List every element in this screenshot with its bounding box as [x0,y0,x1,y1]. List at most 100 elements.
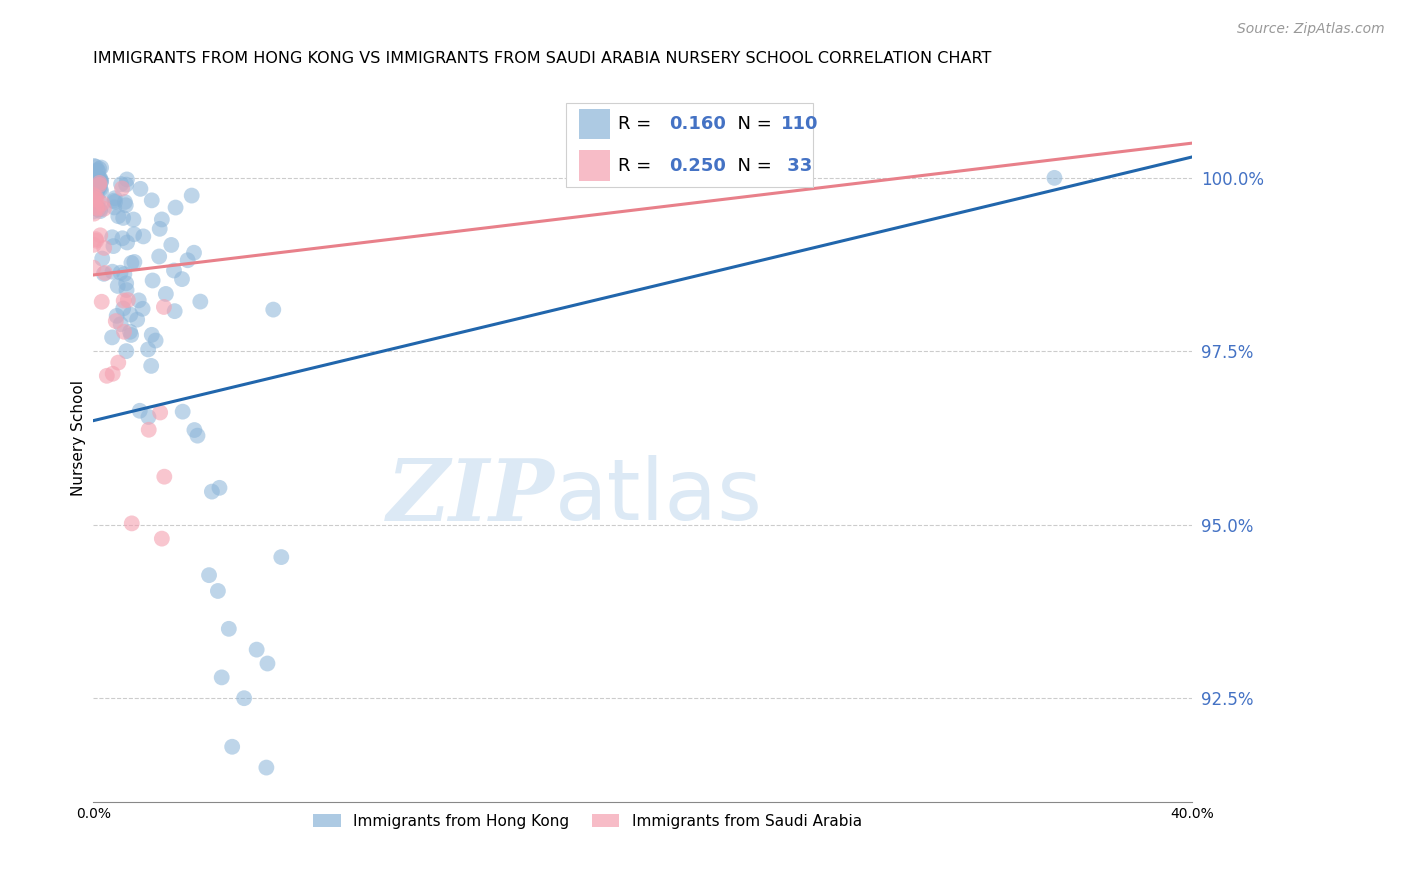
Point [104,314,127,328]
Point [96,368,118,383]
Point [93,267,115,281]
Point [114,194,136,209]
Point [83,191,105,205]
FancyBboxPatch shape [579,151,610,181]
Point [89,172,111,186]
Point [149,405,172,419]
Point [207,584,229,599]
Legend: Immigrants from Hong Kong, Immigrants from Saudi Arabia: Immigrants from Hong Kong, Immigrants fr… [307,807,868,835]
Text: Source: ZipAtlas.com: Source: ZipAtlas.com [1237,22,1385,37]
Point [84,190,107,204]
Point [160,238,183,252]
Text: R =: R = [619,115,657,133]
Point [115,344,138,359]
Point [110,177,132,191]
Point [120,308,142,322]
Point [90,174,112,188]
Point [115,178,138,192]
Point [128,293,150,308]
Point [183,423,205,437]
Point [183,245,205,260]
Text: 0.250: 0.250 [669,157,725,175]
Point [101,230,124,244]
Point [246,642,269,657]
Point [83,180,105,194]
Point [115,283,138,297]
Point [89,161,111,176]
Point [233,691,256,706]
Point [141,359,163,373]
Point [83,159,105,173]
Point [153,300,176,314]
Point [87,172,110,186]
Point [83,206,105,220]
Point [86,186,108,200]
Point [117,293,139,307]
Point [153,469,176,483]
Point [211,670,233,684]
Point [186,428,208,442]
Point [89,178,111,192]
Point [84,232,107,246]
Point [111,181,134,195]
Point [163,263,186,277]
Point [120,325,142,339]
Point [121,516,143,531]
Point [84,197,107,211]
Point [172,404,194,418]
Point [84,234,107,248]
Point [150,532,173,546]
Point [86,163,108,178]
Point [122,227,145,242]
Point [82,204,104,219]
Point [262,302,284,317]
Point [254,761,277,775]
Point [128,404,150,418]
Point [103,201,125,215]
Point [105,309,128,323]
Point [89,182,111,196]
Point [82,260,104,275]
Text: atlas: atlas [554,455,762,538]
Point [89,228,111,243]
Point [142,273,165,287]
Point [112,301,135,316]
Point [188,294,211,309]
Point [136,343,159,357]
Text: N =: N = [725,157,778,175]
Point [122,212,145,227]
Point [155,287,177,301]
Point [93,202,115,216]
Point [83,188,105,202]
Point [150,212,173,227]
Point [120,328,142,343]
Point [94,266,117,280]
Point [90,175,112,189]
Point [112,211,135,225]
Point [84,202,107,216]
Point [91,196,114,211]
Point [83,186,105,200]
Point [107,209,129,223]
Point [114,198,136,212]
Point [86,201,108,215]
Point [86,193,108,207]
Point [112,267,135,281]
Point [90,294,112,309]
Point [83,198,105,212]
Point [89,176,111,190]
Point [110,317,132,331]
Point [91,252,114,266]
Text: 110: 110 [780,115,818,133]
Point [180,188,202,202]
Point [107,355,129,369]
Point [89,204,111,219]
Point [87,178,110,192]
Point [198,568,221,582]
Point [115,277,138,291]
Point [90,184,112,198]
Point [90,161,112,175]
Point [270,550,292,565]
Point [221,739,243,754]
Point [218,622,240,636]
